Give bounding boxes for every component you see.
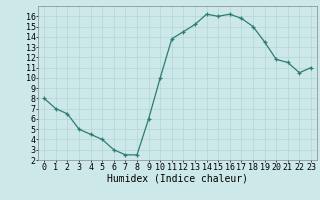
X-axis label: Humidex (Indice chaleur): Humidex (Indice chaleur) xyxy=(107,173,248,183)
